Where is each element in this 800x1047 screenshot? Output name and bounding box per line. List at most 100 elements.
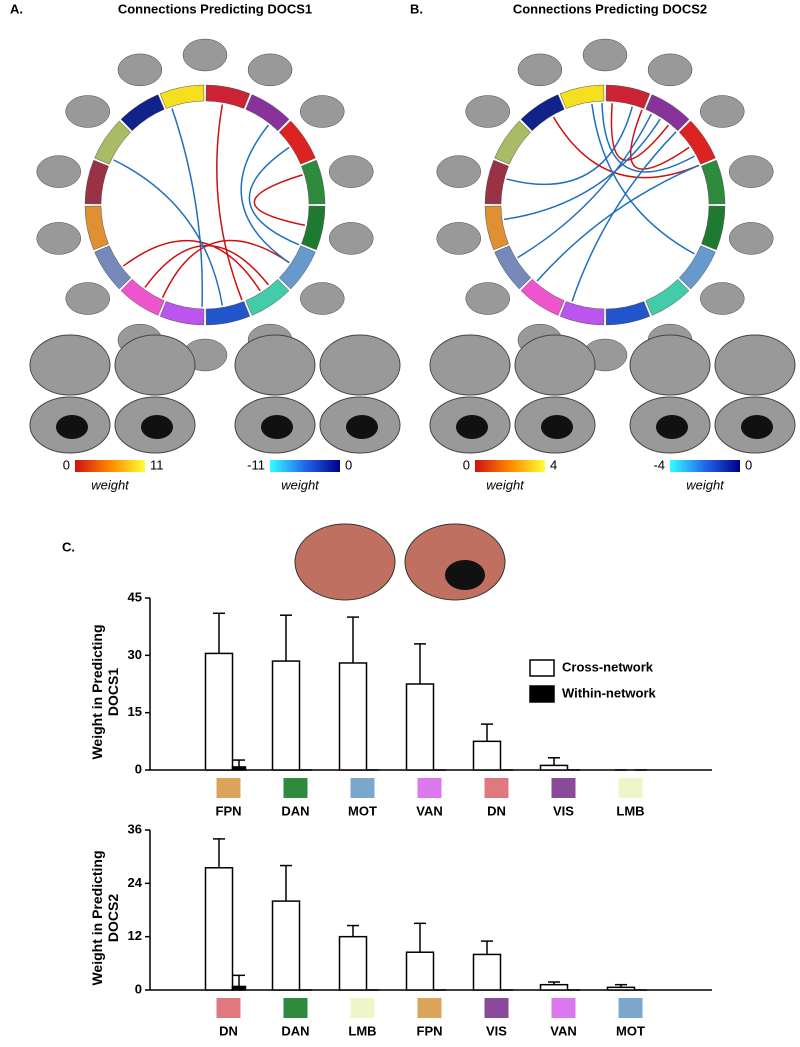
- brain-lateral: [429, 334, 511, 396]
- colorbar-label: 4: [550, 457, 557, 472]
- ring-segment: [301, 159, 326, 205]
- colorbar: [670, 460, 740, 472]
- bar: [231, 766, 247, 771]
- x-tick-label: LMB: [616, 803, 644, 818]
- brain-icon: [436, 155, 482, 188]
- y-axis-label: Weight in Predicting DOCS1: [89, 624, 121, 760]
- ring-segment: [559, 84, 605, 109]
- legend-label: Cross-network: [562, 659, 654, 674]
- chord: [248, 146, 300, 246]
- bar: [472, 953, 502, 991]
- y-tick-label: 0: [135, 981, 142, 996]
- chord: [503, 118, 661, 221]
- x-tick-label: DAN: [281, 803, 309, 818]
- ring-segment: [205, 301, 251, 326]
- ring-segment: [520, 278, 565, 316]
- ring-segment: [94, 120, 132, 165]
- brain-lateral: [234, 334, 316, 396]
- brain-medial-core: [656, 415, 688, 439]
- x-tick-label: MOT: [348, 803, 377, 818]
- brain-icon: [728, 155, 774, 188]
- colorbar: [475, 460, 545, 472]
- chord: [253, 174, 306, 226]
- colorbar-title: weight: [486, 477, 525, 492]
- legend-swatch: [529, 685, 555, 703]
- brain-icon: [247, 53, 293, 87]
- ring-segment: [278, 245, 316, 290]
- chord: [629, 109, 690, 170]
- bar: [271, 900, 301, 991]
- colorbar-title: weight: [91, 477, 130, 492]
- category-swatch: [350, 998, 375, 1018]
- category-swatch: [350, 778, 375, 798]
- brain-icon: [117, 53, 163, 87]
- brain-icon: [728, 222, 774, 255]
- brain-icon: [65, 95, 110, 128]
- bar: [606, 986, 636, 991]
- brain-medial-core: [346, 415, 378, 439]
- ring-segment: [245, 278, 290, 316]
- chord: [601, 103, 695, 173]
- chord: [240, 124, 290, 264]
- y-tick-label: 45: [128, 589, 142, 604]
- bar: [271, 660, 301, 771]
- panel-title: Connections Predicting DOCS2: [513, 1, 707, 16]
- brain-icon: [436, 222, 482, 255]
- ring-segment: [120, 278, 165, 316]
- ring-segment: [678, 120, 716, 165]
- ring-segment: [159, 301, 205, 326]
- ring-segment: [605, 84, 651, 109]
- x-tick-label: FPN: [417, 1023, 443, 1038]
- chord: [552, 116, 700, 179]
- category-swatch: [618, 778, 643, 798]
- ring-segment: [94, 245, 132, 290]
- panel-letter: C.: [62, 539, 75, 554]
- y-tick-label: 12: [128, 928, 142, 943]
- brain-medial-core: [741, 415, 773, 439]
- ring-segment: [245, 94, 290, 132]
- ring-segment: [559, 301, 605, 326]
- ring-segment: [84, 159, 109, 205]
- brain-icon: [328, 222, 374, 255]
- brain-icon: [700, 282, 745, 315]
- x-tick-label: DAN: [281, 1023, 309, 1038]
- x-tick-label: LMB: [348, 1023, 376, 1038]
- category-swatch: [551, 778, 576, 798]
- category-swatch: [618, 998, 643, 1018]
- y-tick-label: 15: [128, 704, 142, 719]
- decoration: [29, 38, 796, 601]
- category-swatch: [551, 998, 576, 1018]
- legend-swatch: [529, 659, 555, 677]
- colorbar-label: -11: [247, 457, 265, 472]
- ring-segment: [494, 120, 532, 165]
- ring-segment: [301, 205, 326, 251]
- brain-lateral: [114, 334, 196, 396]
- x-tick-label: MOT: [616, 1023, 645, 1038]
- bar: [204, 867, 234, 991]
- brain-atlas-core: [445, 560, 485, 590]
- ring-segment: [159, 84, 205, 109]
- category-swatch: [283, 998, 308, 1018]
- chord: [506, 106, 634, 186]
- legend-label: Within-network: [562, 685, 657, 700]
- colorbar-label: 11: [150, 457, 164, 472]
- colorbar-label: 0: [745, 457, 752, 472]
- brain-icon: [182, 38, 228, 72]
- chord: [171, 108, 204, 307]
- brain-lateral: [714, 334, 796, 396]
- x-tick-label: VAN: [550, 1023, 576, 1038]
- ring-segment: [84, 205, 109, 251]
- category-swatch: [283, 778, 308, 798]
- chord: [113, 159, 224, 306]
- y-tick-label: 36: [128, 821, 142, 836]
- colorbar: [75, 460, 145, 472]
- colorbar-label: 0: [345, 457, 352, 472]
- brain-atlas: [294, 523, 396, 601]
- ring-segment: [701, 159, 726, 205]
- y-tick-label: 0: [135, 761, 142, 776]
- brain-lateral: [514, 334, 596, 396]
- chord: [216, 104, 243, 301]
- x-tick-label: DN: [487, 803, 506, 818]
- chord: [571, 131, 677, 302]
